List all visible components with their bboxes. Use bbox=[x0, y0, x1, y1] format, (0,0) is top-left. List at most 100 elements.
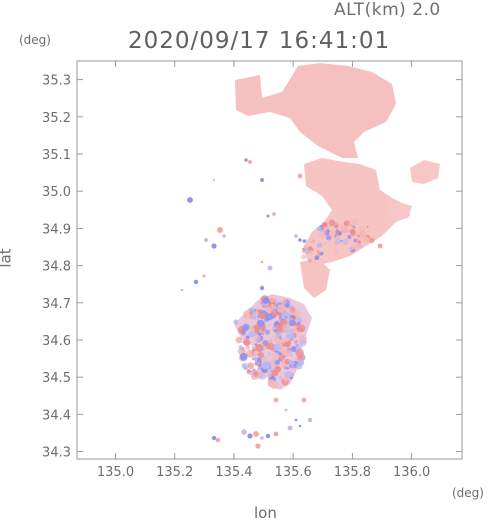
altitude-label: ALT(km) 2.0 bbox=[334, 0, 441, 20]
echo-region-ne-strip bbox=[386, 200, 412, 222]
echo-speckle bbox=[246, 369, 251, 373]
echo-point bbox=[211, 243, 217, 249]
echo-speckle bbox=[267, 338, 273, 344]
echo-speckle bbox=[355, 248, 358, 251]
echo-speckle bbox=[363, 232, 367, 236]
echo-speckle bbox=[328, 230, 336, 238]
echo-speckle bbox=[322, 222, 328, 228]
echo-speckle bbox=[301, 254, 306, 260]
echo-speckle bbox=[347, 230, 350, 233]
echo-point bbox=[294, 234, 298, 238]
echo-speckle bbox=[280, 337, 287, 344]
echo-speckle bbox=[308, 250, 314, 256]
echo-speckle bbox=[302, 248, 307, 254]
echo-speckle bbox=[244, 313, 251, 320]
echo-speckle bbox=[355, 230, 359, 235]
echo-speckle bbox=[241, 348, 244, 351]
x-tick-label: 135.0 bbox=[97, 465, 134, 480]
echo-speckle bbox=[283, 313, 287, 317]
echo-speckle bbox=[252, 315, 257, 321]
echo-speckle bbox=[263, 361, 272, 369]
echo-speckle bbox=[351, 218, 359, 226]
echo-speckle bbox=[262, 355, 268, 361]
echo-speckle bbox=[323, 242, 327, 246]
lon-unit-label: (deg) bbox=[452, 486, 484, 500]
echo-point bbox=[241, 327, 247, 333]
y-tick-label: 35.1 bbox=[42, 148, 71, 163]
echo-speckle bbox=[275, 360, 280, 365]
echo-speckle bbox=[316, 226, 322, 232]
echo-speckle bbox=[296, 363, 303, 370]
y-tick-label: 34.5 bbox=[42, 371, 71, 386]
echo-speckle bbox=[242, 341, 245, 344]
y-tick-label: 34.8 bbox=[42, 260, 71, 275]
echo-point bbox=[298, 238, 302, 242]
echo-speckle bbox=[256, 357, 262, 363]
echo-speckle bbox=[278, 375, 283, 380]
echo-speckle bbox=[243, 337, 247, 340]
echo-point bbox=[244, 354, 248, 358]
echo-speckle bbox=[258, 329, 263, 333]
echo-point bbox=[267, 265, 273, 271]
echo-speckle bbox=[245, 344, 251, 350]
echo-point bbox=[222, 234, 226, 238]
echo-point bbox=[253, 431, 259, 437]
echo-speckle bbox=[317, 250, 320, 253]
echo-speckle bbox=[340, 242, 343, 245]
echo-speckle bbox=[243, 365, 248, 370]
y-tick-label: 35.0 bbox=[42, 185, 71, 200]
echo-speckle bbox=[321, 229, 327, 235]
echo-speckle bbox=[270, 308, 279, 317]
echo-speckle bbox=[262, 297, 270, 304]
echo-speckle bbox=[283, 366, 288, 370]
x-tick-label: 135.8 bbox=[334, 465, 371, 480]
echo-speckle bbox=[252, 355, 258, 361]
echo-speckle bbox=[253, 334, 261, 342]
echo-speckle bbox=[287, 359, 290, 363]
echo-speckle bbox=[289, 360, 295, 366]
echo-speckle bbox=[235, 336, 243, 344]
echo-speckle bbox=[284, 315, 288, 319]
echo-speckle bbox=[289, 333, 296, 340]
echo-speckle bbox=[259, 301, 262, 304]
echo-speckle bbox=[281, 298, 287, 304]
echo-region-south-tail bbox=[300, 258, 330, 298]
y-tick-label: 34.4 bbox=[42, 408, 71, 423]
echo-region-north bbox=[235, 63, 396, 158]
echo-speckle bbox=[347, 235, 352, 239]
echo-point bbox=[217, 227, 223, 233]
echo-speckle bbox=[294, 340, 298, 344]
echo-speckle bbox=[298, 335, 303, 339]
echo-speckle bbox=[276, 332, 279, 335]
echo-point bbox=[298, 424, 302, 428]
echo-speckle bbox=[289, 319, 296, 327]
echo-point bbox=[265, 433, 271, 439]
echo-point bbox=[187, 197, 193, 203]
echo-speckle bbox=[288, 348, 291, 351]
echo-point bbox=[307, 417, 313, 423]
echo-speckle bbox=[334, 249, 338, 253]
echo-speckle bbox=[243, 339, 251, 346]
echo-point bbox=[260, 436, 264, 440]
timestamp-label: 2020/09/17 16:41:01 bbox=[128, 28, 391, 54]
echo-speckle bbox=[296, 344, 299, 346]
echo-point bbox=[244, 158, 248, 162]
echo-point bbox=[202, 274, 206, 278]
echo-point bbox=[287, 425, 293, 431]
echo-speckle bbox=[270, 304, 275, 308]
echo-speckle bbox=[290, 346, 297, 352]
echo-speckle bbox=[343, 220, 350, 227]
x-tick-label: 135.6 bbox=[275, 465, 312, 480]
echo-point bbox=[273, 397, 279, 403]
echo-speckle bbox=[293, 327, 298, 332]
echo-speckle bbox=[296, 346, 300, 350]
echo-speckle bbox=[278, 321, 281, 324]
x-tick-label: 135.4 bbox=[215, 465, 252, 480]
y-tick-label: 35.2 bbox=[42, 111, 71, 126]
echo-speckle bbox=[254, 362, 258, 366]
echo-speckle bbox=[340, 239, 343, 243]
echo-speckle bbox=[238, 345, 243, 349]
x-axis-ticks: 135.0 135.2 135.4 135.6 135.8 136.0 bbox=[97, 61, 430, 480]
echo-speckle bbox=[337, 231, 342, 236]
echo-speckle bbox=[351, 244, 357, 250]
